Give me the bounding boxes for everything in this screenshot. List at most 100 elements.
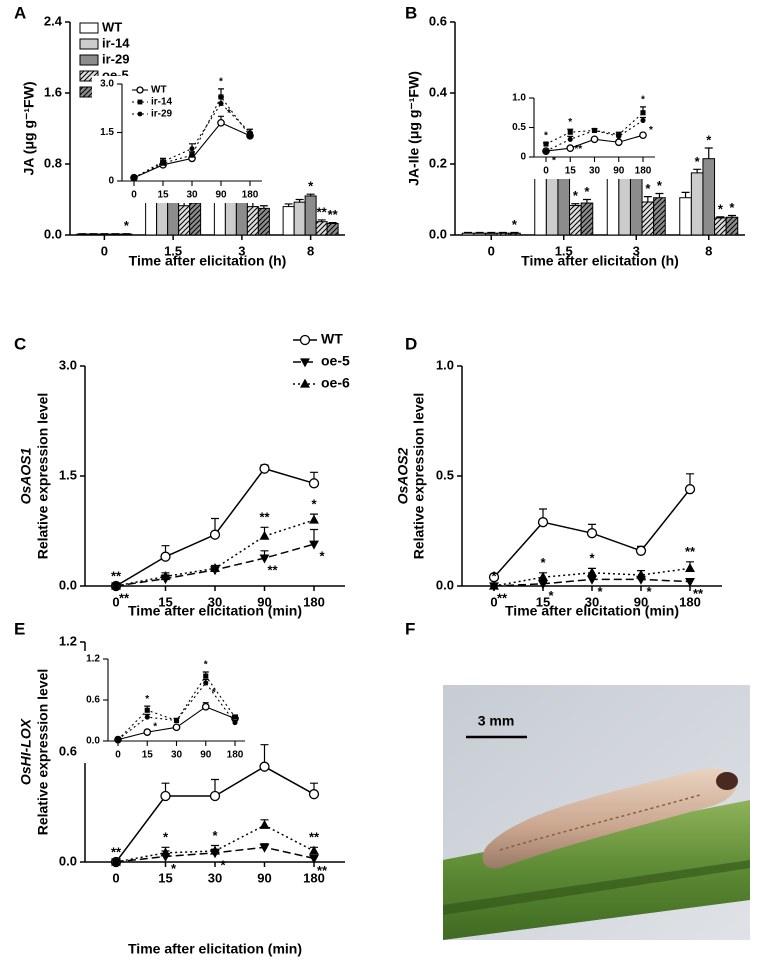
gene-name: OsAOS2 [395,447,411,504]
error-bar [259,205,268,209]
x-tick-label: 180 [227,750,244,761]
x-tick-label: 0 [488,243,495,258]
x-axis-label: Time after elicitation (min) [505,603,679,619]
x-tick-label: 90 [200,750,212,761]
marker [259,843,270,853]
error-bar [306,193,315,196]
significance: ** [317,863,328,878]
error-bar [295,198,304,203]
y-tick-label: 1.6 [44,84,62,99]
bar [484,232,498,236]
significance: ** [309,830,320,845]
x-tick-label: 30 [208,870,222,885]
significance: * [695,154,701,169]
significance: ** [685,544,696,559]
x-tick-label: 90 [634,594,648,609]
legend-marker [136,86,144,94]
marker [218,100,224,106]
bar [257,207,270,236]
y-tick-label: 3.0 [100,79,114,90]
significance: ** [259,510,270,525]
bar [315,221,328,236]
error-bar [571,203,580,206]
marker [538,571,548,581]
significance: * [124,218,130,233]
inset-background [78,651,253,763]
bar [304,195,317,236]
significance: * [645,181,651,196]
significance: * [227,108,231,119]
bar [189,202,202,236]
photo-panel: 3 mm F [405,619,750,940]
bar [725,216,739,236]
x-tick-label: 0 [131,190,137,201]
bar [569,205,582,236]
legend-label: ir-29 [151,109,173,120]
marker [685,563,695,572]
significance: * [641,94,645,105]
x-tick-label: 0 [112,870,119,885]
marker [543,148,549,154]
x-tick-label: 8 [307,243,314,258]
x-tick-label: 30 [585,594,599,609]
legend-label: WT [102,19,122,34]
series-line [133,95,251,179]
marker [537,517,549,528]
error-bar [655,192,664,198]
significance: * [308,179,314,194]
marker [209,529,221,540]
marker [111,856,121,866]
significance: ** [111,568,122,583]
y-tick-label: 1.0 [436,357,454,372]
y-axis-label: Relative expression level [35,669,51,836]
y-tick-label: 3.0 [59,357,77,372]
x-tick-label: 180 [303,870,325,885]
error-bar [475,231,484,234]
marker [640,110,646,116]
bar [641,201,655,236]
bar [246,206,259,236]
bar [293,201,306,236]
significance: * [171,861,177,876]
x-tick-label: 30 [589,166,601,177]
marker [489,580,499,590]
significance: ** [574,144,582,155]
error-bar [704,147,713,159]
significance: * [649,125,653,136]
bar [461,232,475,236]
significance: ** [119,590,130,605]
marker [685,578,695,587]
marker [567,136,573,142]
significance: * [706,132,712,147]
y-tick-label: 0.0 [59,853,77,868]
marker [189,152,195,158]
significance: * [145,694,149,705]
marker [160,571,171,581]
y-tick-label: 0.0 [59,577,77,592]
marker [131,175,137,181]
x-tick-label: 30 [208,594,222,609]
significance: ** [693,586,704,601]
bar [178,205,191,236]
bar [702,158,716,236]
marker [144,707,150,713]
y-tick-label: 0.2 [429,155,447,170]
marker [640,117,646,123]
marker [566,144,575,152]
x-tick-label: 15 [158,594,172,609]
marker [111,580,121,590]
error-bar [464,231,473,234]
x-tick-label: 3 [633,243,640,258]
significance: * [512,217,518,232]
bar [326,222,339,236]
inset-background [92,76,270,203]
significance: * [544,130,548,141]
panel-label: C [14,334,26,353]
marker [172,723,181,732]
y-tick-label: 0.4 [429,84,448,99]
significance: * [219,76,223,87]
y-tick-label: 0.6 [59,743,77,758]
marker [259,530,270,540]
x-tick-label: 180 [635,166,652,177]
y-tick-label: 0.0 [429,226,447,241]
